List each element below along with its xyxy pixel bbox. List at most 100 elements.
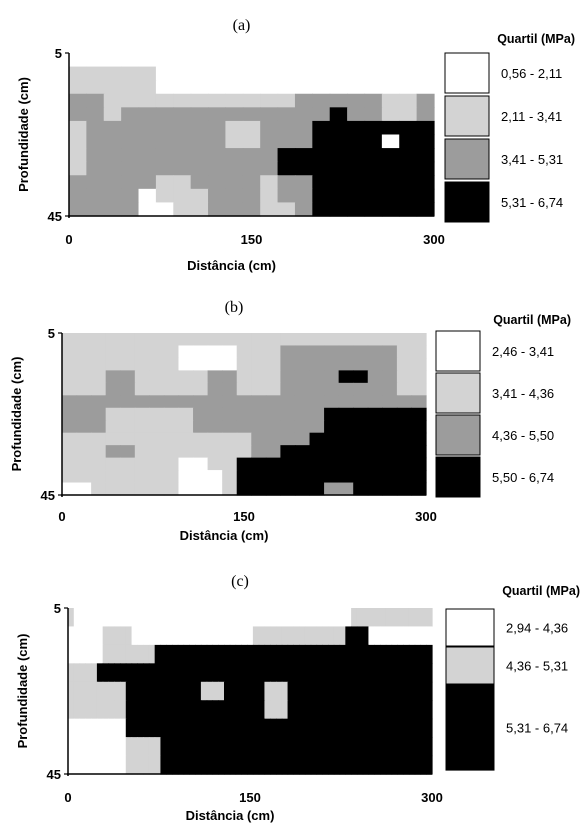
heatmap-cell bbox=[247, 718, 254, 738]
heatmap-cell bbox=[258, 681, 266, 701]
heatmap-cell bbox=[260, 93, 279, 108]
heatmap-cell bbox=[138, 120, 157, 136]
heatmap-cell bbox=[345, 626, 352, 646]
heatmap-cell bbox=[212, 755, 219, 775]
heatmap-cell bbox=[137, 608, 144, 628]
heatmap-cell bbox=[399, 134, 418, 149]
heatmap-cell bbox=[235, 681, 242, 701]
heatmap-cell bbox=[91, 432, 107, 446]
heatmap-cells bbox=[68, 608, 433, 775]
x-tick-label: 0 bbox=[58, 509, 65, 524]
heatmap-cell bbox=[265, 370, 281, 384]
heatmap-cell bbox=[242, 161, 261, 176]
heatmap-cell bbox=[309, 432, 325, 446]
heatmap-cell bbox=[163, 395, 180, 409]
heatmap-cell bbox=[251, 457, 267, 471]
heatmap-cell bbox=[270, 644, 277, 664]
legend-swatch bbox=[444, 95, 490, 137]
heatmap-cell bbox=[260, 202, 279, 217]
heatmap-cell bbox=[294, 370, 311, 384]
heatmap-cell bbox=[403, 644, 410, 664]
heatmap-cell bbox=[73, 681, 81, 701]
x-axis-label: Distância (cm) bbox=[180, 528, 269, 543]
heatmap-cell bbox=[293, 718, 300, 738]
heatmap-cell bbox=[276, 644, 283, 664]
heatmap-cell bbox=[280, 457, 296, 471]
heatmap-cell bbox=[294, 382, 311, 396]
y-axis-label: Profundidade (cm) bbox=[16, 77, 31, 192]
heatmap-cell bbox=[397, 626, 404, 646]
heatmap-cell bbox=[178, 420, 194, 434]
heatmap-cell bbox=[312, 66, 331, 81]
heatmap-cell bbox=[367, 407, 383, 421]
heatmap-cell bbox=[329, 93, 348, 108]
heatmap-cell bbox=[382, 395, 398, 409]
heatmap-cell bbox=[411, 432, 427, 446]
heatmap-cell bbox=[137, 718, 144, 738]
heatmap-cell bbox=[260, 107, 279, 122]
heatmap-cell bbox=[62, 420, 78, 434]
heatmap-cell bbox=[351, 700, 358, 720]
heatmap-cell bbox=[183, 681, 190, 701]
heatmap-cell bbox=[121, 93, 140, 108]
heatmap-cell bbox=[294, 188, 313, 204]
heatmap-cell bbox=[222, 432, 238, 446]
heatmap-cell bbox=[178, 407, 194, 421]
heatmap-cell bbox=[381, 202, 400, 217]
heatmap-cell bbox=[149, 395, 165, 409]
heatmap-cell bbox=[324, 432, 340, 446]
heatmap-cell bbox=[120, 420, 136, 434]
heatmap-cell bbox=[309, 470, 325, 484]
heatmap-cell bbox=[190, 175, 209, 190]
heatmap-cell bbox=[236, 470, 252, 484]
heatmap-cell bbox=[309, 457, 325, 471]
heatmap-cell bbox=[108, 737, 115, 757]
heatmap-cell bbox=[251, 470, 267, 484]
heatmap-cell bbox=[294, 120, 313, 136]
heatmap-cell bbox=[120, 345, 136, 359]
heatmap-cell bbox=[225, 134, 244, 149]
heatmap-cell bbox=[364, 93, 383, 108]
heatmap-cell bbox=[411, 395, 427, 409]
heatmap-cell bbox=[351, 755, 358, 775]
heatmap-cell bbox=[224, 737, 231, 757]
heatmap-cell bbox=[328, 663, 335, 683]
legend-swatch bbox=[445, 608, 495, 647]
heatmap-cell bbox=[108, 626, 115, 646]
heatmap-cell bbox=[316, 718, 323, 738]
heatmap-cell bbox=[381, 188, 400, 204]
heatmap-cell bbox=[264, 663, 271, 683]
heatmap-cell bbox=[276, 718, 283, 738]
heatmap-cell bbox=[120, 700, 127, 720]
heatmap-cell bbox=[310, 644, 318, 664]
heatmap-cell bbox=[121, 161, 140, 176]
heatmap-cell bbox=[322, 644, 329, 664]
heatmap-cell bbox=[207, 370, 223, 384]
heatmap-cell bbox=[108, 663, 115, 683]
heatmap-cell bbox=[138, 53, 157, 68]
heatmap-cell bbox=[200, 663, 208, 683]
heatmap-cell bbox=[143, 718, 150, 738]
heatmap-cell bbox=[236, 457, 252, 471]
heatmap-cell bbox=[338, 382, 354, 396]
heatmap-cell bbox=[134, 470, 150, 484]
heatmap-cell bbox=[155, 66, 174, 81]
heatmap-cell bbox=[120, 395, 136, 409]
heatmap-cell bbox=[193, 333, 209, 347]
heatmap-cell bbox=[166, 681, 173, 701]
heatmap-cell bbox=[280, 333, 296, 347]
heatmap-cell bbox=[108, 718, 115, 738]
heatmap-cell bbox=[264, 644, 271, 664]
heatmap-cell bbox=[225, 80, 244, 95]
heatmap-cell bbox=[105, 482, 121, 496]
heatmap-cell bbox=[69, 93, 87, 108]
heatmap-cell bbox=[251, 382, 267, 396]
heatmap-cell bbox=[236, 407, 252, 421]
heatmap-cell bbox=[322, 755, 329, 775]
heatmap-cell bbox=[103, 53, 122, 68]
heatmap-cell bbox=[154, 681, 162, 701]
heatmap-cell bbox=[148, 718, 156, 738]
heatmap-cell bbox=[166, 663, 173, 683]
heatmap-cell bbox=[276, 700, 283, 720]
heatmap-cell bbox=[299, 644, 306, 664]
